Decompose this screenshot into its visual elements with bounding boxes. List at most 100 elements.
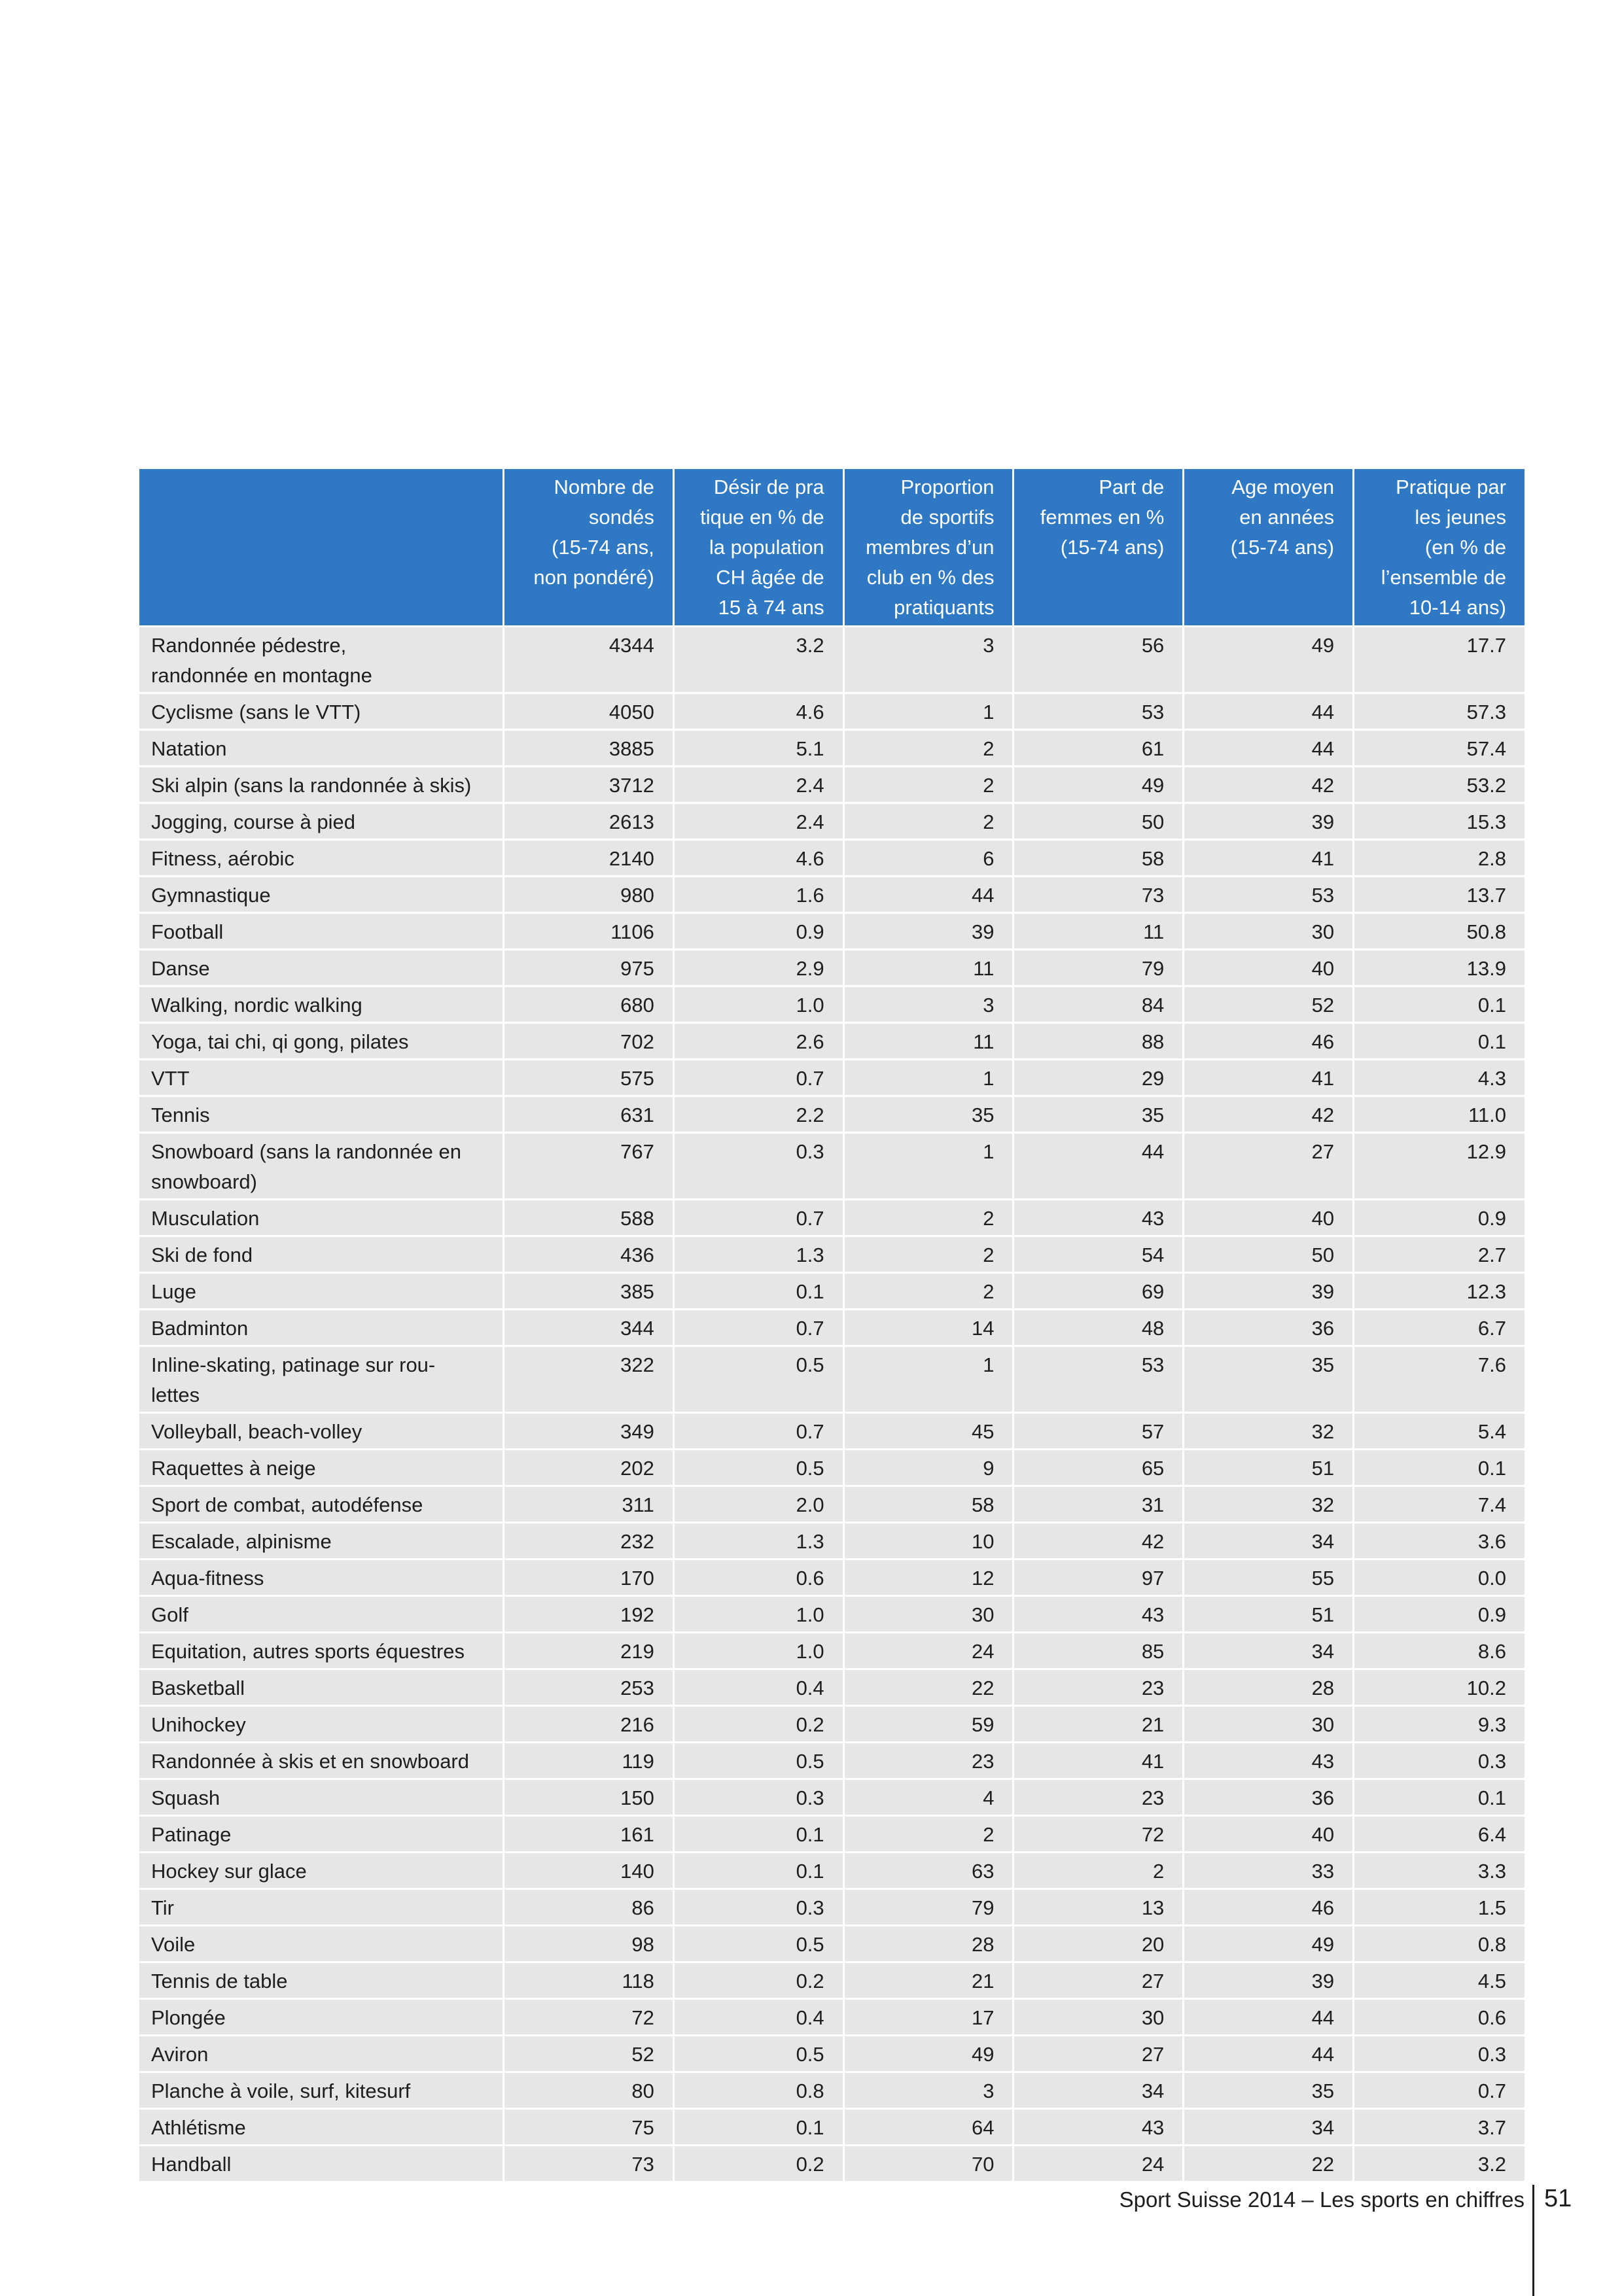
value-cell: 61 [1014, 729, 1185, 765]
value-cell: 63 [844, 1851, 1015, 1888]
value-cell: 2 [844, 765, 1015, 802]
value-cell: 27 [1184, 1132, 1355, 1198]
value-cell: 0.1 [1354, 1778, 1525, 1815]
value-cell: 767 [504, 1132, 675, 1198]
value-cell: 52 [504, 2034, 675, 2071]
value-cell: 1 [844, 1132, 1015, 1198]
value-cell: 73 [504, 2144, 675, 2181]
table-body: Randonnée pédestre, randonnée en montagn… [139, 625, 1525, 2181]
table-row: Plongée 72 0.4 17 30 44 0.6 [139, 1998, 1525, 2034]
header-label: Nombre de sondés (15-74 ans, non pondéré… [533, 476, 654, 589]
value-cell: 22 [1184, 2144, 1355, 2181]
table-header-row: Nombre de sondés (15-74 ans, non pondéré… [139, 469, 1525, 625]
table-row: Aviron 52 0.5 49 27 44 0.3 [139, 2034, 1525, 2071]
value-cell: 0.4 [674, 1998, 845, 2034]
value-cell: 2 [844, 802, 1015, 839]
value-cell: 50.8 [1354, 912, 1525, 948]
value-cell: 6.4 [1354, 1815, 1525, 1851]
value-cell: 54 [1014, 1235, 1185, 1272]
value-cell: 3 [844, 625, 1015, 692]
table-row: Raquettes à neige 202 0.5 9 65 51 0.1 [139, 1448, 1525, 1485]
value-cell: 28 [1184, 1668, 1355, 1705]
table-row: Gymnastique 980 1.6 44 73 53 13.7 [139, 875, 1525, 912]
value-cell: 311 [504, 1485, 675, 1522]
value-cell: 40 [1184, 1198, 1355, 1235]
table-row: Danse 975 2.9 11 79 40 13.9 [139, 948, 1525, 985]
value-cell: 202 [504, 1448, 675, 1485]
value-cell: 980 [504, 875, 675, 912]
value-cell: 64 [844, 2108, 1015, 2144]
value-cell: 42 [1014, 1522, 1185, 1558]
value-cell: 79 [844, 1888, 1015, 1924]
page-number: 51 [1544, 2185, 1572, 2212]
table-row: Squash 150 0.3 4 23 36 0.1 [139, 1778, 1525, 1815]
value-cell: 12.3 [1354, 1272, 1525, 1308]
value-cell: 43 [1014, 1595, 1185, 1631]
activity-name-cell: Golf [139, 1595, 505, 1631]
table-row: Ski de fond 436 1.3 2 54 50 2.7 [139, 1235, 1525, 1272]
value-cell: 0.3 [674, 1778, 845, 1815]
value-cell: 385 [504, 1272, 675, 1308]
value-cell: 35 [844, 1095, 1015, 1132]
value-cell: 30 [1184, 912, 1355, 948]
table-row: Tennis de table 118 0.2 21 27 39 4.5 [139, 1961, 1525, 1998]
value-cell: 0.0 [1354, 1558, 1525, 1595]
value-cell: 0.6 [1354, 1998, 1525, 2034]
value-cell: 59 [844, 1705, 1015, 1741]
table-row: Jogging, course à pied 2613 2.4 2 50 39 15.3 [139, 802, 1525, 839]
value-cell: 0.3 [1354, 2034, 1525, 2071]
header-label: Part de femmes en % (15-74 ans) [1040, 476, 1165, 559]
value-cell: 46 [1184, 1888, 1355, 1924]
value-cell: 12 [844, 1558, 1015, 1595]
value-cell: 41 [1014, 1741, 1185, 1778]
value-cell: 0.1 [1354, 985, 1525, 1022]
activity-name-cell: Tennis de table [139, 1961, 505, 1998]
value-cell: 150 [504, 1778, 675, 1815]
table-row: Handball 73 0.2 70 24 22 3.2 [139, 2144, 1525, 2181]
value-cell: 49 [1014, 765, 1185, 802]
value-cell: 49 [844, 2034, 1015, 2071]
activity-name-cell: Football [139, 912, 505, 948]
value-cell: 3.2 [1354, 2144, 1525, 2181]
value-cell: 35 [1184, 2071, 1355, 2108]
value-cell: 80 [504, 2071, 675, 2108]
value-cell: 0.1 [1354, 1022, 1525, 1058]
value-cell: 58 [1014, 839, 1185, 875]
value-cell: 2 [844, 1198, 1015, 1235]
activity-name-cell: Cyclisme (sans le VTT) [139, 692, 505, 729]
value-cell: 2.4 [674, 765, 845, 802]
value-cell: 4050 [504, 692, 675, 729]
value-cell: 28 [844, 1924, 1015, 1961]
sports-table-container: Nombre de sondés (15-74 ans, non pondéré… [139, 469, 1525, 2181]
value-cell: 631 [504, 1095, 675, 1132]
value-cell: 43 [1014, 1198, 1185, 1235]
value-cell: 17.7 [1354, 625, 1525, 692]
value-cell: 2.0 [674, 1485, 845, 1522]
table-row: Aqua-fitness 170 0.6 12 97 55 0.0 [139, 1558, 1525, 1595]
value-cell: 0.7 [674, 1308, 845, 1345]
value-cell: 0.2 [674, 1705, 845, 1741]
activity-name-cell: Aviron [139, 2034, 505, 2071]
value-cell: 170 [504, 1558, 675, 1595]
value-cell: 2.9 [674, 948, 845, 985]
value-cell: 17 [844, 1998, 1015, 2034]
value-cell: 322 [504, 1345, 675, 1412]
table-row: Planche à voile, surf, kitesurf 80 0.8 3 34 3… [139, 2071, 1525, 2108]
value-cell: 29 [1014, 1058, 1185, 1095]
value-cell: 11.0 [1354, 1095, 1525, 1132]
value-cell: 27 [1014, 1961, 1185, 1998]
activity-name-cell: Luge [139, 1272, 505, 1308]
value-cell: 13.9 [1354, 948, 1525, 985]
value-cell: 56 [1014, 625, 1185, 692]
value-cell: 23 [1014, 1778, 1185, 1815]
value-cell: 23 [844, 1741, 1015, 1778]
value-cell: 436 [504, 1235, 675, 1272]
value-cell: 161 [504, 1815, 675, 1851]
value-cell: 4.6 [674, 839, 845, 875]
activity-name-cell: Tennis [139, 1095, 505, 1132]
value-cell: 0.9 [674, 912, 845, 948]
value-cell: 0.7 [674, 1058, 845, 1095]
value-cell: 2.2 [674, 1095, 845, 1132]
value-cell: 2 [844, 729, 1015, 765]
activity-name-cell: Hockey sur glace [139, 1851, 505, 1888]
